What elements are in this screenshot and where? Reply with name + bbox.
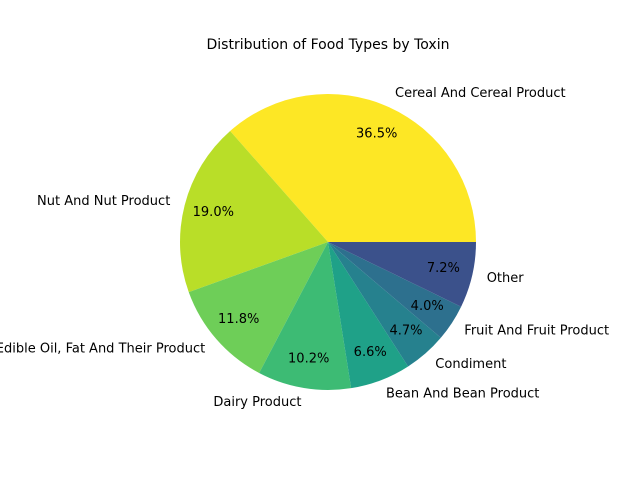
slice-label-cereal-and-cereal-product: Cereal And Cereal Product [395, 86, 566, 101]
pie-slice-fruit-and-fruit-product [328, 242, 462, 338]
slice-percent-dairy-product: 10.2% [288, 351, 329, 366]
pie-slice-other [328, 242, 476, 307]
slice-label-nut-and-nut-product: Nut And Nut Product [37, 194, 170, 209]
pie-slice-bean-and-bean-product [328, 242, 409, 389]
pie-slice-nut-and-nut-product [180, 130, 328, 293]
slice-percent-fruit-and-fruit-product: 4.0% [411, 299, 444, 314]
slice-percent-nut-and-nut-product: 19.0% [193, 205, 234, 220]
pie-slice-cereal-and-cereal-product [230, 94, 476, 242]
slice-percent-edible-oil-fat-and-their-product: 11.8% [218, 312, 259, 327]
slice-label-edible-oil-fat-and-their-product: Edible Oil, Fat And Their Product [0, 341, 205, 356]
slice-label-other: Other [487, 271, 525, 286]
chart-title: Distribution of Food Types by Toxin [207, 37, 450, 53]
slice-label-dairy-product: Dairy Product [213, 395, 301, 410]
pie-slice-dairy-product [259, 242, 352, 391]
slice-label-fruit-and-fruit-product: Fruit And Fruit Product [464, 324, 609, 339]
slice-label-condiment: Condiment [435, 357, 506, 372]
slice-label-bean-and-bean-product: Bean And Bean Product [386, 387, 539, 402]
slice-percent-condiment: 4.7% [389, 324, 422, 339]
slice-percent-cereal-and-cereal-product: 36.5% [356, 127, 397, 142]
slice-percent-other: 7.2% [427, 261, 460, 276]
slice-percent-bean-and-bean-product: 6.6% [354, 345, 387, 360]
pie-slice-condiment [328, 242, 441, 367]
pie-slice-edible-oil-fat-and-their-product [188, 242, 328, 374]
